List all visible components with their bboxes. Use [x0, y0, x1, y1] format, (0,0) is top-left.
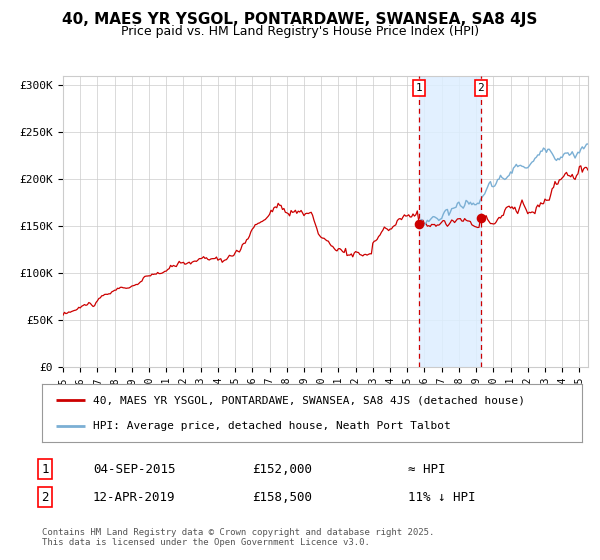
- Bar: [419, 76, 481, 367]
- Text: 2: 2: [41, 491, 49, 504]
- Text: £158,500: £158,500: [252, 491, 312, 504]
- Text: HPI: Average price, detached house, Neath Port Talbot: HPI: Average price, detached house, Neat…: [94, 421, 451, 431]
- Point: [476, 213, 486, 222]
- Text: 04-SEP-2015: 04-SEP-2015: [93, 463, 176, 476]
- Text: Contains HM Land Registry data © Crown copyright and database right 2025.
This d: Contains HM Land Registry data © Crown c…: [42, 528, 434, 547]
- Text: 12-APR-2019: 12-APR-2019: [93, 491, 176, 504]
- Text: 1: 1: [41, 463, 49, 476]
- Point: [414, 220, 424, 228]
- Text: 1: 1: [415, 83, 422, 93]
- Text: ≈ HPI: ≈ HPI: [408, 463, 446, 476]
- Text: 40, MAES YR YSGOL, PONTARDAWE, SWANSEA, SA8 4JS: 40, MAES YR YSGOL, PONTARDAWE, SWANSEA, …: [62, 12, 538, 27]
- Text: 11% ↓ HPI: 11% ↓ HPI: [408, 491, 476, 504]
- Text: 40, MAES YR YSGOL, PONTARDAWE, SWANSEA, SA8 4JS (detached house): 40, MAES YR YSGOL, PONTARDAWE, SWANSEA, …: [94, 395, 526, 405]
- Text: 2: 2: [478, 83, 484, 93]
- Text: Price paid vs. HM Land Registry's House Price Index (HPI): Price paid vs. HM Land Registry's House …: [121, 25, 479, 38]
- Text: £152,000: £152,000: [252, 463, 312, 476]
